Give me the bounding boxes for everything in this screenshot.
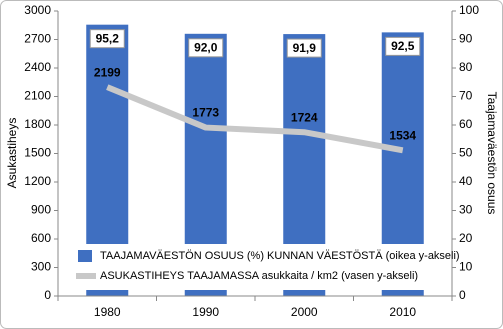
y-tick-label: 2700	[24, 32, 51, 46]
y2-tick-label: 80	[459, 60, 473, 74]
legend-swatch	[78, 250, 92, 262]
value-label: 1773	[192, 106, 219, 120]
x-tick-label: 2000	[291, 305, 318, 319]
value-label: 1534	[389, 128, 416, 142]
y-tick-label: 2100	[24, 89, 51, 103]
y2-tick-label: 60	[459, 117, 473, 131]
y-tick-label: 1800	[24, 117, 51, 131]
y-tick-label: 3000	[24, 3, 51, 17]
y-tick-label: 0	[44, 288, 51, 302]
y2-tick-label: 70	[459, 89, 473, 103]
y-tick-label: 2400	[24, 60, 51, 74]
x-tick-label: 1980	[94, 305, 121, 319]
value-label: 1724	[291, 110, 318, 124]
y2-tick-label: 90	[459, 32, 473, 46]
value-label-box	[286, 38, 322, 58]
y2-tick-label: 20	[459, 231, 473, 245]
value-label-box	[188, 38, 224, 58]
y-axis-title: Asukastiheys	[5, 118, 19, 189]
x-tick-label: 2010	[389, 305, 416, 319]
line	[106, 84, 404, 154]
legend	[72, 244, 442, 290]
value-label: 91,9	[293, 41, 317, 55]
y2-tick-label: 10	[459, 260, 473, 274]
y-tick-label: 1500	[24, 146, 51, 160]
y2-tick-label: 50	[459, 146, 473, 160]
x-tick-label: 1990	[192, 305, 219, 319]
y2-tick-label: 100	[459, 3, 479, 17]
y-tick-label: 1200	[24, 174, 51, 188]
y2-tick-label: 40	[459, 174, 473, 188]
value-label: 2199	[94, 65, 121, 79]
legend-label: ASUKASTIHEYS TAAJAMASSA asukkaita / km2 …	[100, 270, 418, 282]
legend-label: TAAJAMAVÄESTÖN OSUUS (%) KUNNAN VÄESTÖST…	[100, 250, 460, 262]
value-label: 95,2	[96, 31, 120, 45]
y-tick-label: 600	[31, 231, 51, 245]
value-label: 92,5	[391, 39, 415, 53]
value-label-box	[89, 29, 125, 49]
y-tick-label: 300	[31, 260, 51, 274]
y-tick-label: 900	[31, 203, 51, 217]
y2-tick-label: 30	[459, 203, 473, 217]
y2-axis-title: Taajamaväestön osuus	[485, 92, 499, 215]
value-label-box	[385, 36, 421, 56]
y2-tick-label: 0	[459, 288, 466, 302]
value-label: 92,0	[194, 40, 218, 54]
